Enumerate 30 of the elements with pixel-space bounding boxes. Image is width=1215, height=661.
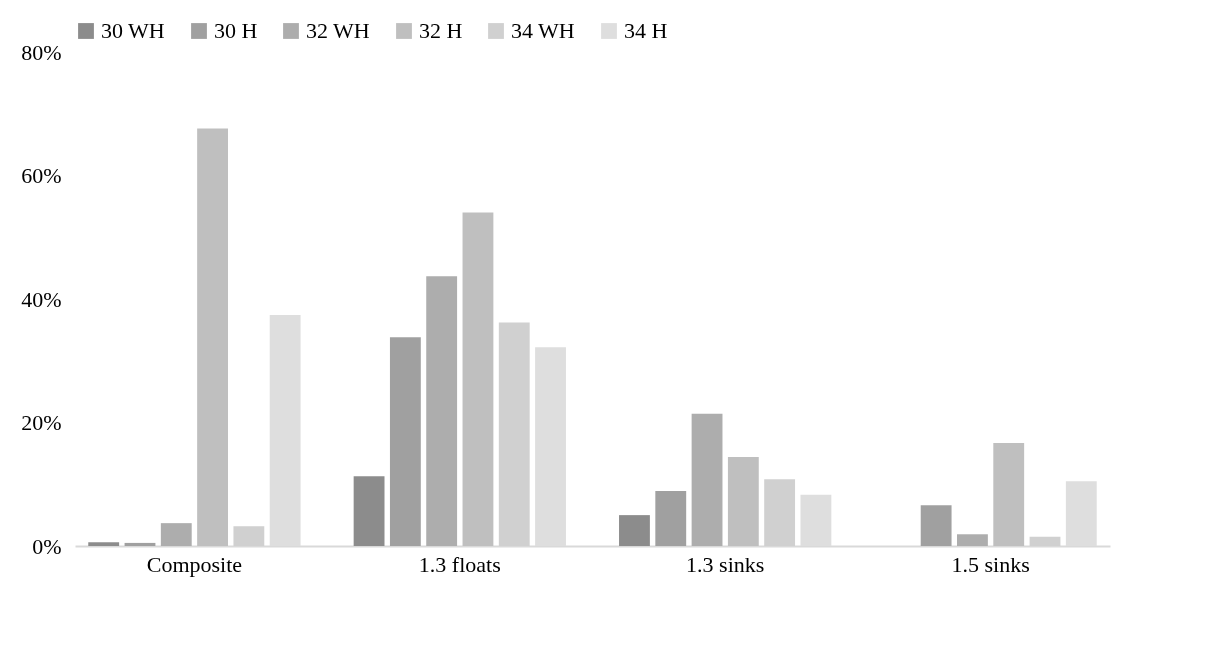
bar (691, 413, 723, 546)
bar (160, 523, 192, 546)
y-tick-label: 80% (21, 39, 62, 65)
y-tick-label: 0% (32, 533, 62, 559)
bar (389, 337, 421, 546)
bar (920, 505, 952, 546)
legend-label: 30 WH (101, 18, 165, 43)
legend-label: 34 WH (511, 18, 575, 43)
legend-label: 32 H (419, 18, 463, 43)
x-tick-label: 1.3 sinks (686, 551, 765, 577)
bar (619, 515, 650, 546)
legend-label: 30 H (214, 18, 258, 43)
y-tick-label: 20% (21, 410, 62, 435)
bar (124, 542, 156, 546)
bar (655, 491, 687, 546)
bar (426, 276, 458, 546)
bar (88, 542, 120, 546)
x-tick-label: Composite (146, 551, 243, 577)
x-tick-label: 1.3 floats (418, 551, 501, 577)
bar (462, 212, 494, 546)
y-tick-label: 40% (21, 286, 62, 312)
bar (197, 128, 228, 546)
bar (957, 534, 988, 546)
bar (727, 457, 759, 546)
legend-label: 34 H (624, 18, 668, 43)
bar (993, 442, 1025, 546)
legend-label: 32 WH (306, 18, 370, 43)
x-tick-label: 1.5 sinks (951, 551, 1030, 577)
bar (353, 476, 385, 546)
y-tick-label: 60% (21, 163, 62, 188)
